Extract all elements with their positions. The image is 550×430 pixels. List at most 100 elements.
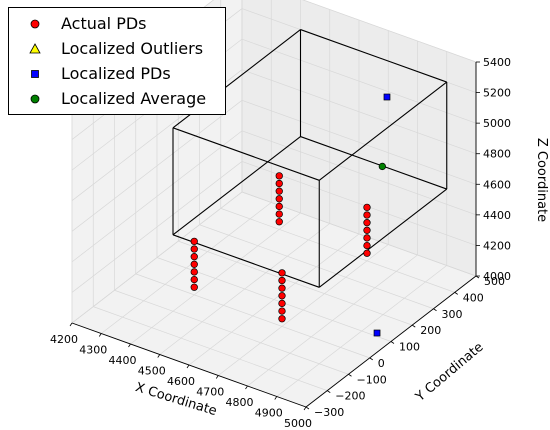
x-tick xyxy=(157,354,161,358)
actual-pds-point xyxy=(278,315,286,323)
actual-pds-point xyxy=(275,195,283,203)
x-tick-label: 4500 xyxy=(138,365,166,378)
legend-label: Localized PDs xyxy=(61,64,171,83)
z-tick-label: 4000 xyxy=(483,270,511,283)
actual-pds-point xyxy=(190,245,198,253)
actual-pds-point xyxy=(363,226,371,234)
y-tick xyxy=(369,357,373,361)
z-tick-label: 5000 xyxy=(483,117,511,130)
actual-pds-point xyxy=(363,211,371,219)
actual-pds-point xyxy=(275,172,283,180)
z-tick-label: 5200 xyxy=(483,87,511,100)
y-axis-label: Y Coordinate xyxy=(412,340,486,406)
blue-square-icon xyxy=(9,68,61,80)
y-tick xyxy=(454,292,458,295)
x-tick-label: 4700 xyxy=(196,386,224,399)
legend-label: Localized Average xyxy=(61,89,207,108)
actual-pds-point xyxy=(275,210,283,218)
z-tick-label: 4600 xyxy=(483,178,511,191)
box-edge xyxy=(318,81,448,181)
grid-line xyxy=(71,130,243,263)
y-tick xyxy=(348,373,352,377)
y-tick-label: 200 xyxy=(420,324,441,337)
x-tick xyxy=(186,364,190,369)
actual-pds-point xyxy=(190,237,198,246)
x-tick xyxy=(69,322,73,327)
localized-pds-point xyxy=(373,329,381,337)
legend-item-localized-average: Localized Average xyxy=(9,86,225,111)
grid-line xyxy=(71,191,243,324)
actual-pds-point xyxy=(275,179,283,188)
legend-item-localized-pds: Localized PDs xyxy=(9,61,225,86)
grid-line xyxy=(114,289,349,375)
legend-item-actual-pds: Actual PDs xyxy=(9,11,225,36)
chart-legend: Actual PDs Localized Outliers Localized … xyxy=(8,7,226,115)
x-tick xyxy=(303,406,307,411)
y-tick xyxy=(412,324,416,328)
grid-line xyxy=(220,208,455,293)
actual-pds-point xyxy=(190,275,198,284)
localized-average-point xyxy=(378,162,386,171)
x-tick xyxy=(215,375,219,379)
yellow-triangle-icon xyxy=(9,42,61,55)
z-tick-label: 4400 xyxy=(483,209,511,222)
legend-item-localized-outliers: Localized Outliers xyxy=(9,36,225,61)
actual-pds-point xyxy=(190,260,198,268)
grid-line xyxy=(178,240,413,326)
y-tick-label: 500 xyxy=(484,275,505,288)
z-tick-label: 5400 xyxy=(483,56,511,69)
x-tick-label: 4300 xyxy=(79,344,107,357)
grid-line xyxy=(199,224,434,310)
x-tick-label: 5000 xyxy=(284,417,312,430)
actual-pds-point xyxy=(278,276,286,285)
actual-pds-point xyxy=(275,187,283,195)
actual-pds-point xyxy=(275,218,283,226)
y-tick-label: 400 xyxy=(463,291,484,304)
grid-line xyxy=(241,38,477,124)
grid-line xyxy=(71,161,243,293)
y-tick-label: 100 xyxy=(399,341,420,354)
box-edge xyxy=(172,127,320,181)
actual-pds-point xyxy=(275,202,283,211)
x-tick-label: 4900 xyxy=(255,407,283,420)
tick-marks xyxy=(69,61,480,411)
z-axis-label: Z Coordinate xyxy=(534,138,549,222)
data-points xyxy=(190,93,391,337)
x-tick-label: 4800 xyxy=(226,396,254,409)
box-edge xyxy=(172,234,320,288)
z-tick-label: 4200 xyxy=(483,239,511,252)
red-circle-icon xyxy=(9,18,61,30)
grid-line xyxy=(135,273,370,359)
actual-pds-point xyxy=(278,292,286,300)
z-tick-label: 4800 xyxy=(483,148,511,161)
actual-pds-point xyxy=(278,269,286,277)
wireframe-box xyxy=(172,29,448,288)
actual-pds-point xyxy=(363,249,371,257)
x-tick-label: 4600 xyxy=(167,375,195,388)
actual-pds-point xyxy=(363,203,371,212)
box-edge xyxy=(172,136,301,236)
grid-line xyxy=(71,100,243,232)
actual-pds-point xyxy=(190,268,198,276)
y-tick-label: 300 xyxy=(442,308,463,321)
tick-labels: 420043004400450046004700480049005000−300… xyxy=(50,56,511,430)
x-tick-label: 4400 xyxy=(109,354,137,367)
grid-line xyxy=(302,0,477,63)
grid-line xyxy=(241,99,477,185)
x-tick xyxy=(128,343,131,348)
x-tick xyxy=(274,396,278,400)
legend-label: Actual PDs xyxy=(61,14,147,33)
actual-pds-point xyxy=(278,299,286,308)
y-tick xyxy=(433,308,437,312)
green-circle-icon xyxy=(9,93,61,105)
y-tick-label: −100 xyxy=(357,373,387,386)
y-tick-label: −200 xyxy=(335,390,365,403)
x-tick-label: 4200 xyxy=(50,333,78,346)
actual-pds-point xyxy=(363,234,371,242)
y-tick xyxy=(305,406,310,410)
y-tick xyxy=(327,390,331,393)
y-tick xyxy=(390,341,395,344)
actual-pds-point xyxy=(363,219,371,227)
actual-pds-point xyxy=(278,307,286,315)
x-tick xyxy=(245,385,248,390)
